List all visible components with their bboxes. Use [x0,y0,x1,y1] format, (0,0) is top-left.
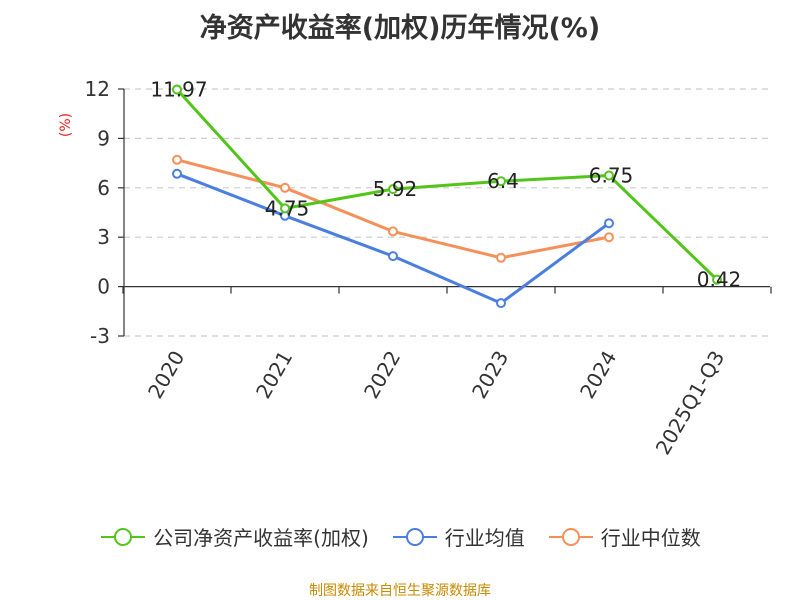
data-point [496,252,506,263]
x-tick-label: 2024 [575,347,621,403]
y-tick-label: 12 [85,77,110,101]
axes: -3 0 3 6 9 12 2020 2021 2022 2023 2024 2025Q1-Q3 [85,77,772,459]
data-point [280,203,290,214]
x-tick-label: 2025Q1-Q3 [651,347,730,459]
data-label: 4.75 [265,196,310,220]
x-tick-label: 2022 [359,347,405,403]
data-label: 6.75 [589,163,634,187]
data-label: 5.92 [373,177,418,201]
data-point [496,176,506,187]
data-point [172,84,182,95]
data-point [388,226,398,237]
legend: 公司净资产收益率(加权) 行业均值 行业中位数 [0,522,800,551]
legend-item: 行业均值 [391,522,525,551]
y-axis-label: (%) [58,113,74,137]
legend-circle [405,527,424,546]
data-point [712,274,722,285]
legend-label: 行业中位数 [600,526,701,550]
data-label: 0.42 [697,268,742,292]
x-tick-label: 2023 [467,347,513,403]
data-point [388,251,398,262]
chart-title: 净资产收益率(加权)历年情况(%) [199,13,601,44]
data-point [280,182,290,193]
legend-marker [392,527,437,546]
y-tick-label: 6 [97,176,110,200]
legend-marker [548,527,593,546]
data-point [172,154,182,165]
series-line [175,88,719,281]
legend-label: 公司净资产收益率(加权) [153,526,369,550]
grid-lines [124,88,770,337]
y-tick-label: 3 [97,225,110,249]
data-point [604,232,614,243]
y-tick-label: 9 [97,126,110,150]
data-point [388,184,398,195]
data-point [172,168,182,179]
series-lines [172,84,722,309]
data-labels: 11.97 4.75 5.92 6.4 6.75 0.42 [150,77,741,291]
legend-label: 行业均值 [444,526,525,550]
data-label: 11.97 [150,77,207,101]
series-line [176,158,610,260]
x-tick-label: 2020 [143,347,189,403]
data-point [604,218,614,229]
legend-item: 行业中位数 [547,522,701,551]
data-label: 6.4 [487,169,519,193]
legend-circle [114,527,133,546]
legend-item: 公司净资产收益率(加权) [99,522,369,551]
legend-marker [101,527,146,546]
y-tick-label: 0 [97,275,110,299]
y-tick-label: -3 [90,324,110,348]
source-note: 制图数据来自恒生聚源数据库 [309,583,491,599]
legend-circle [561,527,580,546]
data-point [604,170,614,181]
x-tick-label: 2021 [251,347,297,403]
data-point [496,298,506,309]
